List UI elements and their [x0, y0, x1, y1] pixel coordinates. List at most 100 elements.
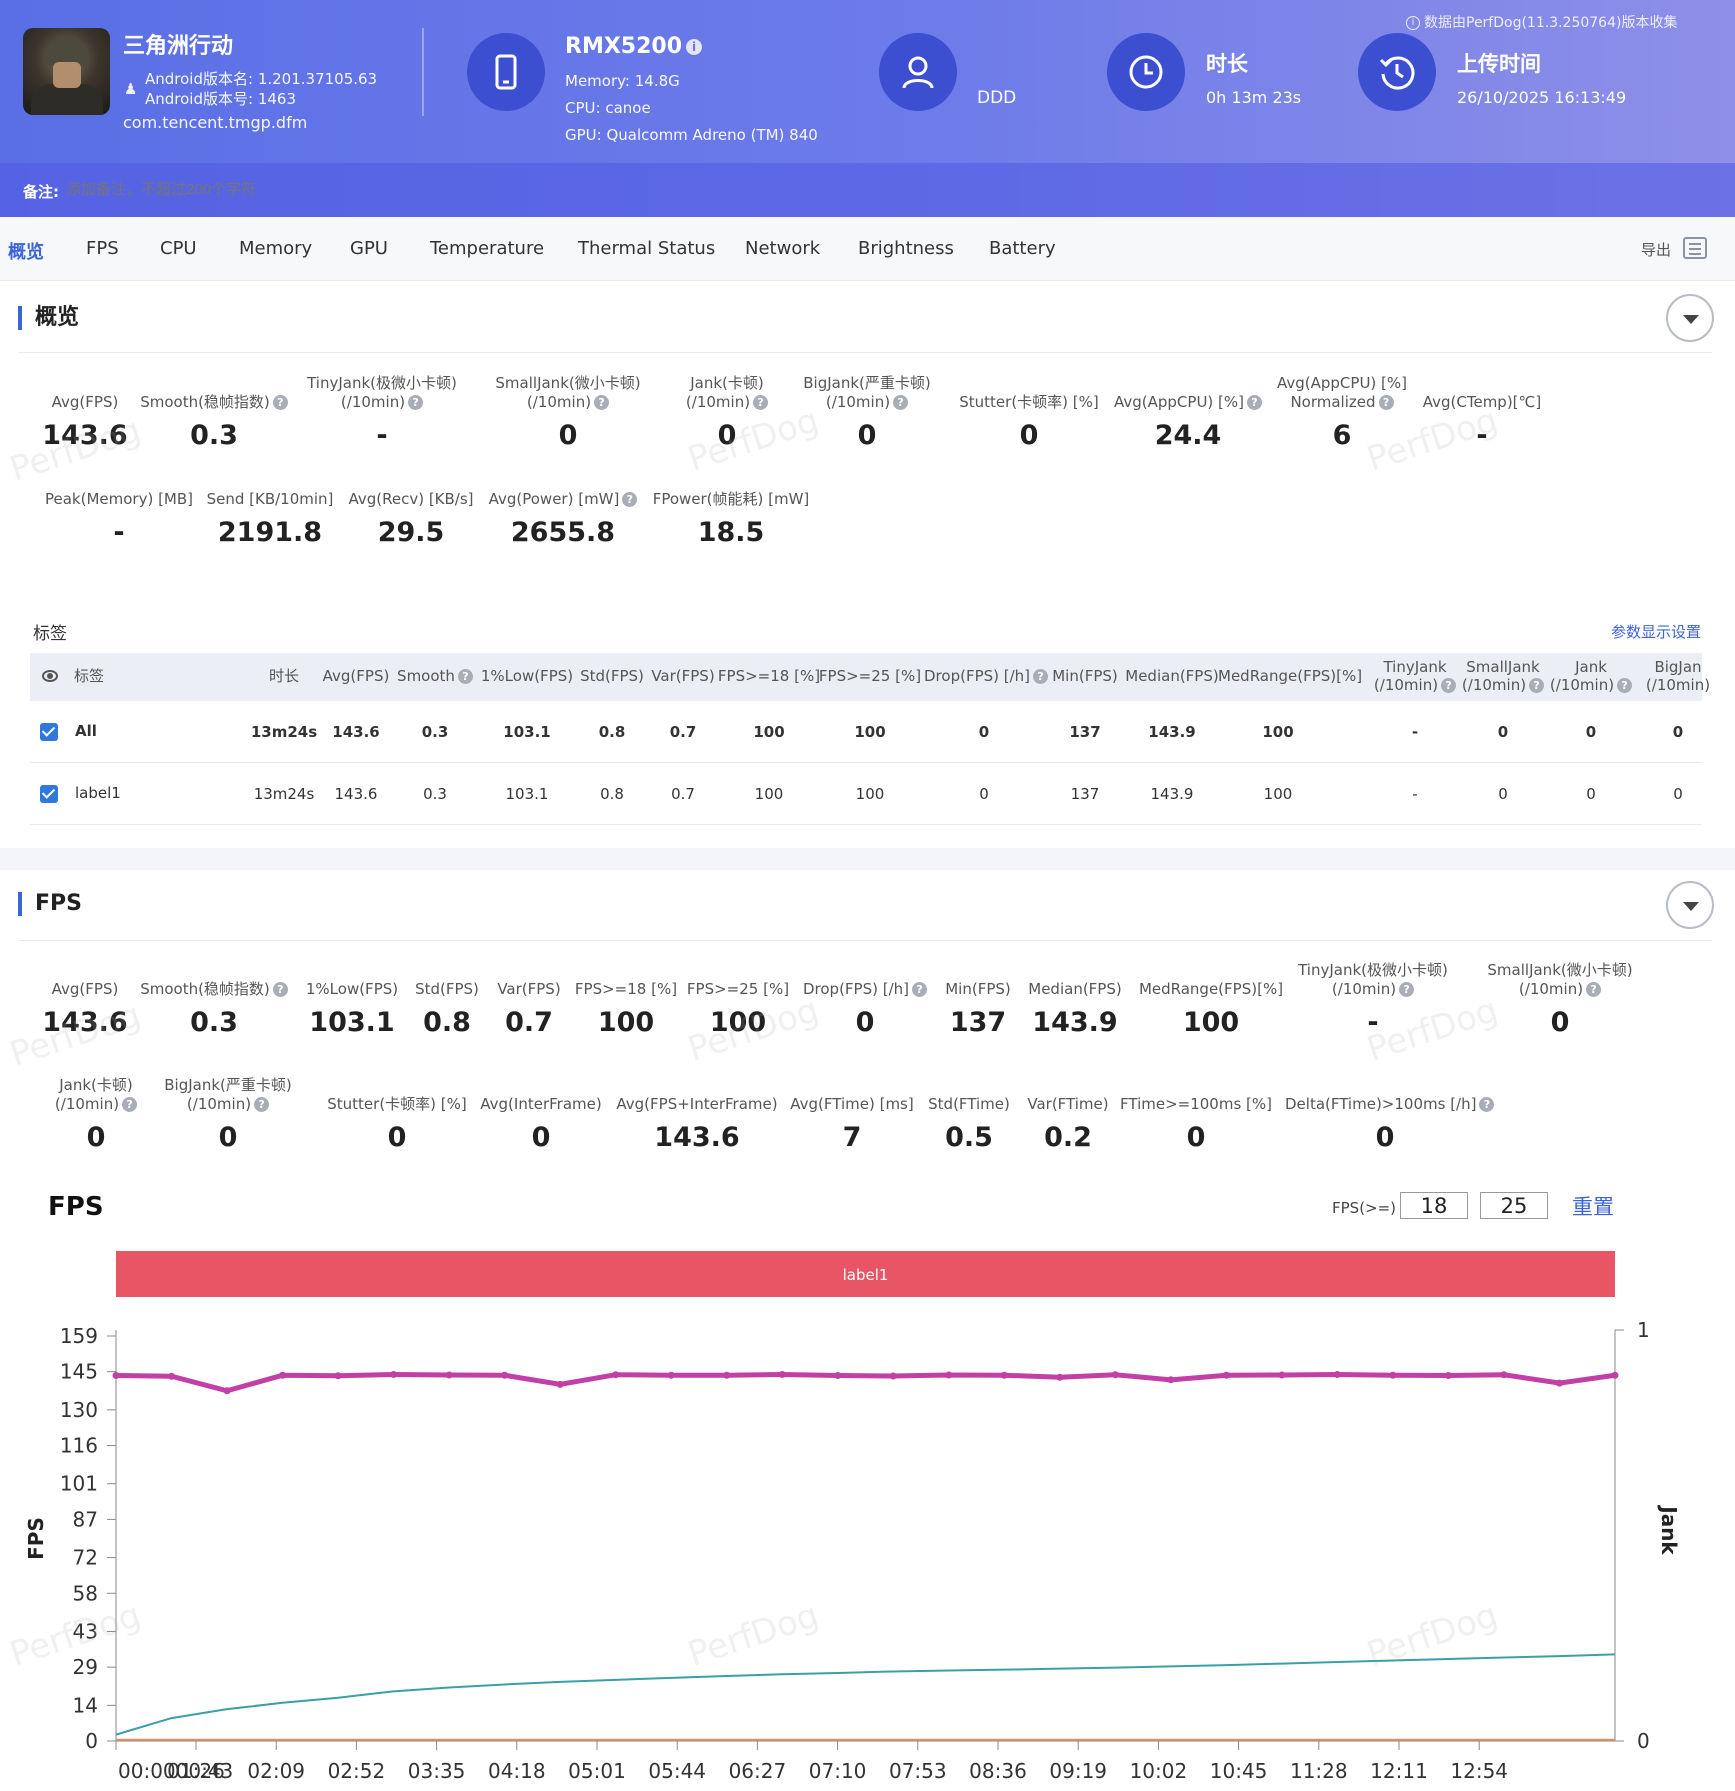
phone-icon [467, 33, 545, 111]
tab-memory[interactable]: Memory [239, 238, 313, 259]
metric-avg-power-mw: Avg(Power) [mW]? 2655.8 [463, 471, 663, 548]
fps-threshold-input-2[interactable] [1480, 1192, 1548, 1219]
help-icon[interactable]: ? [893, 395, 909, 410]
metric-label-line1: TinyJank(极微小卡顿) [1298, 961, 1448, 979]
x-tick-label: 09:19 [1049, 1759, 1107, 1783]
column-header-text: (/10min) [1373, 676, 1439, 694]
metric-label: Delta(FTime)>100ms [/h]? [1285, 1095, 1495, 1114]
help-icon[interactable]: ? [272, 982, 288, 997]
eye-icon[interactable] [42, 670, 58, 682]
note-label: 备注: [23, 183, 59, 201]
metric-label-line1: Jank(卡顿) [690, 374, 764, 392]
x-tick-label: 07:53 [889, 1759, 947, 1783]
help-icon[interactable]: ? [594, 395, 610, 410]
tab-thermal-status[interactable]: Thermal Status [578, 238, 716, 259]
help-icon[interactable]: ? [753, 395, 769, 410]
metric-label-text: Smooth(稳帧指数) [140, 393, 270, 411]
help-icon[interactable]: ? [1529, 678, 1545, 693]
collected-by: i 数据由PerfDog(11.3.250764)版本收集 [1406, 12, 1677, 32]
tab-brightness[interactable]: Brightness [858, 238, 954, 259]
x-tick-label: 01:26 [167, 1759, 225, 1783]
collected-by-text: 数据由PerfDog(11.3.250764)版本收集 [1424, 15, 1678, 31]
help-icon[interactable]: ? [1479, 1097, 1495, 1112]
metric-label-text: (/10min) [186, 1095, 252, 1113]
note-bar: 备注: [0, 163, 1735, 217]
help-icon[interactable]: ? [1586, 982, 1602, 997]
metric-label: Avg(Power) [mW]? [463, 490, 663, 509]
export-label[interactable]: 导出 [1641, 241, 1672, 259]
help-icon[interactable]: ? [1399, 982, 1415, 997]
info-icon[interactable]: i [686, 39, 703, 55]
metric-label-text: Avg(InterFrame) [480, 1095, 602, 1113]
tab-battery[interactable]: Battery [989, 238, 1056, 259]
column-header-text: (/10min) [1461, 676, 1527, 694]
metric-smooth: Smooth(稳帧指数)? 0.3 [114, 961, 314, 1038]
reset-button[interactable]: 重置 [1572, 1195, 1614, 1219]
clock-icon [1107, 33, 1185, 111]
column-header-smalljank-10min: SmallJank (/10min)? [1443, 658, 1563, 694]
metric-label-text: Peak(Memory) [MB] [44, 490, 194, 508]
y-tick-label: 101 [60, 1472, 98, 1496]
metric-value: - [1367, 1007, 1379, 1038]
tab-fps[interactable]: FPS [86, 238, 119, 259]
metric-value: 0 [855, 1007, 875, 1038]
column-header-line1: TinyJank [1383, 658, 1447, 676]
metric-medrange-fps: MedRange(FPS)[%] 100 [1111, 961, 1311, 1038]
row-checkbox[interactable] [40, 785, 58, 803]
metric-label: FPower(帧能耗) [mW] [631, 490, 831, 509]
metric-value: - [113, 517, 125, 548]
metric-value: - [1476, 420, 1488, 451]
column-header-line2: 标签 [74, 667, 104, 685]
help-icon[interactable]: ? [912, 982, 928, 997]
metric-label: (/10min)? [282, 393, 482, 412]
device-gpu: GPU: Qualcomm Adreno (TM) 840 [565, 126, 818, 144]
metric-label: FTime>=100ms [%] [1096, 1095, 1296, 1114]
help-icon[interactable]: ? [622, 492, 638, 507]
table-cell: 0 [1586, 785, 1596, 803]
help-icon[interactable]: ? [254, 1097, 270, 1112]
fps-threshold-input-1[interactable] [1400, 1192, 1468, 1219]
tab-temperature[interactable]: Temperature [430, 238, 545, 259]
help-icon[interactable]: ? [1617, 678, 1633, 693]
table-row[interactable]: label1 13m24s 143.6 0.3 103.1 0.8 0.7 100 100 0 13… [30, 763, 1702, 825]
table-row[interactable]: All 13m24s 143.6 0.3 103.1 0.8 0.7 100 100 0 137 14… [30, 701, 1702, 763]
row-checkbox[interactable] [40, 723, 58, 741]
column-header-text: FPS>=18 [%] [717, 667, 821, 685]
metric-avg-appcpu-normalized: Avg(AppCPU) [%] Normalized? 6 [1242, 374, 1442, 451]
column-header-line1: Jank [1575, 658, 1607, 676]
help-icon[interactable]: ? [1247, 395, 1262, 410]
table-cell: 0.8 [598, 723, 626, 741]
tags-table-header: 标签 时长 Avg(FPS) Smooth? 1%Low(FPS) Std(FPS) Var… [30, 653, 1710, 701]
fps-point [1555, 1379, 1563, 1387]
metric-label: Peak(Memory) [MB] [19, 490, 219, 509]
fps-collapse-button[interactable] [1666, 881, 1714, 929]
help-icon[interactable]: ? [122, 1097, 138, 1112]
export-icon[interactable] [1683, 237, 1707, 259]
param-settings-link[interactable]: 参数显示设置 [1611, 623, 1702, 641]
tab-network[interactable]: Network [745, 238, 821, 259]
help-icon[interactable]: ? [272, 395, 288, 410]
fps-point [334, 1372, 342, 1380]
fps-point [1500, 1371, 1508, 1379]
metric-stutter: Stutter(卡顿率) [%] 0 [929, 374, 1129, 451]
note-input[interactable] [66, 181, 666, 198]
table-cell: 13m24s [250, 723, 318, 741]
tab-overview[interactable]: 概览 [8, 242, 44, 263]
series-line-0 [115, 1371, 1616, 1394]
metric-label-text: Delta(FTime)>100ms [/h] [1285, 1095, 1477, 1113]
metric-value: 7 [842, 1122, 862, 1153]
metric-value: 24.4 [1154, 420, 1222, 451]
x-tick-label: 05:44 [648, 1759, 706, 1783]
help-icon[interactable]: ? [1033, 669, 1049, 684]
column-header-line2: (/10min) [1618, 676, 1735, 694]
tab-cpu[interactable]: CPU [160, 238, 197, 259]
label-band[interactable] [116, 1251, 1615, 1297]
help-icon[interactable]: ? [1441, 678, 1457, 693]
overview-collapse-button[interactable] [1666, 294, 1714, 342]
help-icon[interactable]: ? [1378, 395, 1394, 410]
metric-value: 137 [949, 1007, 1007, 1038]
help-icon[interactable]: ? [408, 395, 424, 410]
tab-gpu[interactable]: GPU [350, 238, 388, 259]
help-icon[interactable]: ? [457, 669, 473, 684]
metric-value: 143.6 [42, 1007, 128, 1038]
